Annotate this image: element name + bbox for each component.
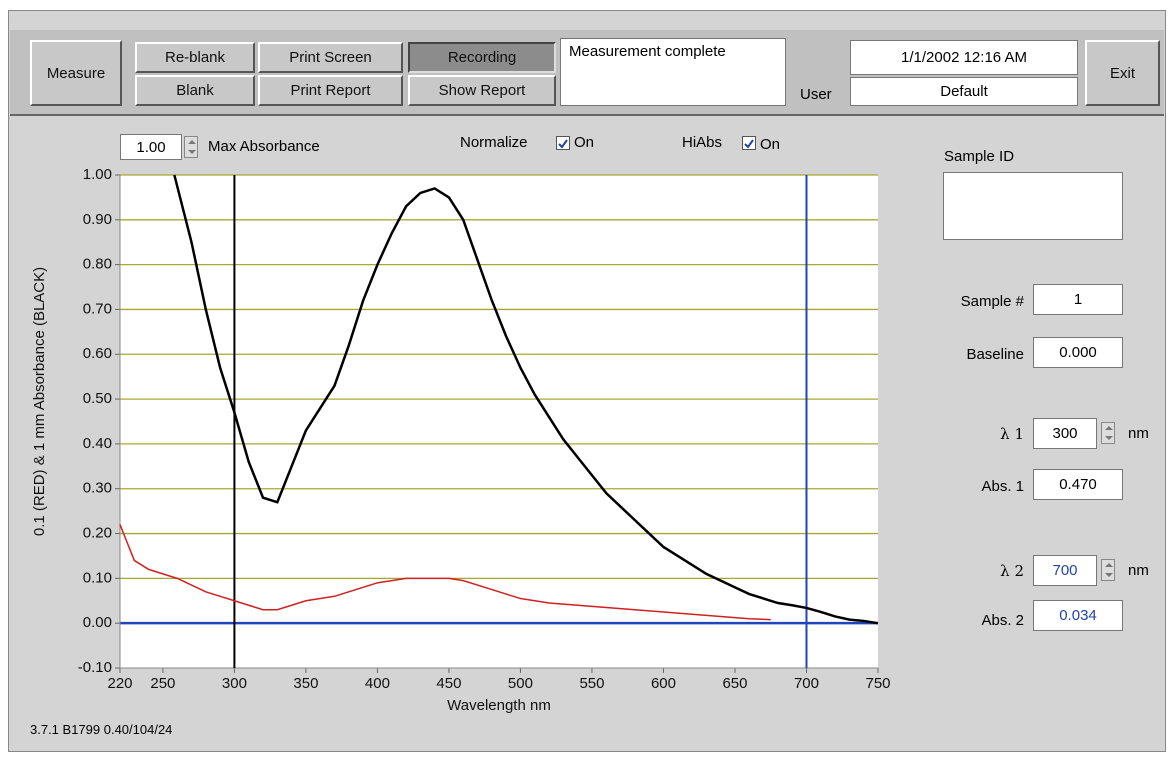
spinner[interactable] <box>1101 559 1115 581</box>
x-tick-label: 350 <box>293 675 318 692</box>
x-tick-label: 250 <box>150 675 175 692</box>
spinner[interactable] <box>184 136 198 158</box>
blank-button[interactable]: Blank <box>135 75 255 106</box>
abs2-box: 0.034 <box>1033 600 1123 631</box>
show-report-button[interactable]: Show Report <box>408 75 556 106</box>
hiabs-label: HiAbs <box>682 134 723 151</box>
y-tick-label: 0.30 <box>83 480 112 497</box>
y-tick-label: 0.90 <box>83 211 112 228</box>
y-tick-label: 0.50 <box>83 390 112 407</box>
data-line <box>173 174 879 625</box>
sample-id-label: Sample ID <box>944 148 1015 165</box>
x-tick-label: 400 <box>365 675 390 692</box>
y-tick-label: 0.80 <box>83 256 112 273</box>
sample-id-box[interactable] <box>943 172 1123 240</box>
lambda2-unit: nm <box>1128 562 1149 579</box>
x-tick-label: 600 <box>651 675 676 692</box>
print-report-button[interactable]: Print Report <box>258 75 403 106</box>
max-absorbance-input[interactable]: 1.00 <box>120 134 182 160</box>
sample-number-box[interactable]: 1 <box>1033 284 1123 315</box>
reblank-button[interactable]: Re-blank <box>135 42 255 73</box>
normalize-label: Normalize <box>460 134 528 151</box>
hiabs-state: On <box>760 136 781 153</box>
x-axis-label: Wavelength nm <box>447 697 551 714</box>
lambda2-input[interactable]: 700 <box>1033 555 1097 586</box>
x-tick-label: 750 <box>865 675 890 692</box>
datetime-box: 1/1/2002 12:16 AM <box>850 40 1078 75</box>
x-tick-label: 300 <box>222 675 247 692</box>
exit-button[interactable]: Exit <box>1085 40 1160 106</box>
y-tick-label: 0.40 <box>83 435 112 452</box>
chart: -0.10 0.00 0.10 0.20 0.30 0.40 0.50 0.60 0.70 0.8… <box>31 166 890 714</box>
measure-button[interactable]: Measure <box>30 40 122 106</box>
status-box: Measurement complete <box>560 38 786 106</box>
x-tick-label: 550 <box>579 675 604 692</box>
spinner[interactable] <box>1101 422 1115 444</box>
abs1-label: Abs. 1 <box>981 478 1024 495</box>
version-footer: 3.7.1 B1799 0.40/104/24 <box>30 722 173 737</box>
x-tick-label: 500 <box>508 675 533 692</box>
x-tick-label: 450 <box>436 675 461 692</box>
x-tick-label: 700 <box>794 675 819 692</box>
y-tick-label: -0.10 <box>78 659 112 676</box>
lambda1-label: λ 1 <box>1000 425 1024 443</box>
lambda2-label: λ 2 <box>1000 562 1024 580</box>
y-tick-label: 1.00 <box>83 166 112 183</box>
abs1-box: 0.470 <box>1033 469 1123 500</box>
lambda1-unit: nm <box>1128 425 1149 442</box>
y-axis-label: 0.1 (RED) & 1 mm Absorbance (BLACK) <box>31 267 48 536</box>
hiabs-checkbox[interactable] <box>742 136 756 150</box>
plot-area <box>120 175 878 668</box>
user-label: User <box>800 86 832 103</box>
data-line <box>119 524 771 621</box>
lambda1-input[interactable]: 300 <box>1033 418 1097 449</box>
y-tick-label: 0.60 <box>83 345 112 362</box>
baseline-box: 0.000 <box>1033 337 1123 368</box>
x-tick-label: 220 <box>107 675 132 692</box>
print-screen-button[interactable]: Print Screen <box>258 42 403 73</box>
normalize-state: On <box>574 134 595 151</box>
normalize-checkbox[interactable] <box>556 136 570 150</box>
baseline-label: Baseline <box>966 346 1024 363</box>
max-absorbance-label: Max Absorbance <box>208 138 320 155</box>
sample-number-label: Sample # <box>960 293 1024 310</box>
recording-button[interactable]: Recording <box>408 42 556 73</box>
y-tick-label: 0.10 <box>83 569 112 586</box>
y-tick-label: 0.00 <box>83 614 112 631</box>
abs2-label: Abs. 2 <box>981 612 1024 629</box>
y-tick-label: 0.20 <box>83 525 112 542</box>
y-tick-label: 0.70 <box>83 300 112 317</box>
user-box[interactable]: Default <box>850 77 1078 106</box>
x-tick-label: 650 <box>722 675 747 692</box>
